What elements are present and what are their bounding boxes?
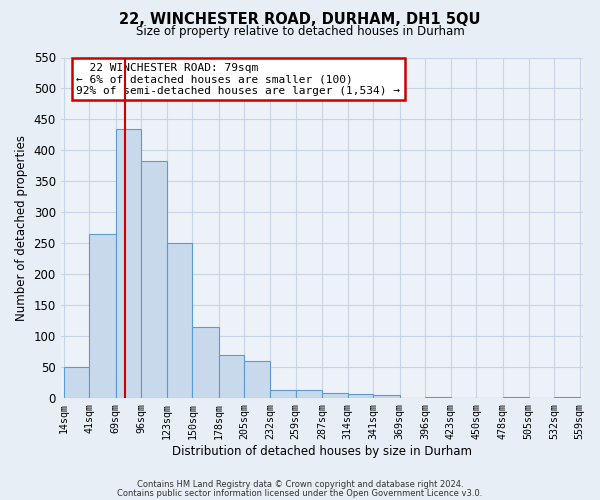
Bar	[219, 354, 244, 398]
Y-axis label: Number of detached properties: Number of detached properties	[15, 135, 28, 321]
Text: 22 WINCHESTER ROAD: 79sqm
← 6% of detached houses are smaller (100)
92% of semi-: 22 WINCHESTER ROAD: 79sqm ← 6% of detach…	[76, 62, 400, 96]
Text: 22, WINCHESTER ROAD, DURHAM, DH1 5QU: 22, WINCHESTER ROAD, DURHAM, DH1 5QU	[119, 12, 481, 28]
Bar	[244, 361, 270, 398]
Bar	[193, 327, 219, 398]
Bar	[270, 390, 296, 398]
Bar	[322, 393, 347, 398]
Bar	[373, 395, 400, 398]
Text: Size of property relative to detached houses in Durham: Size of property relative to detached ho…	[136, 25, 464, 38]
Bar	[347, 394, 373, 398]
Bar	[167, 244, 193, 398]
X-axis label: Distribution of detached houses by size in Durham: Distribution of detached houses by size …	[172, 444, 472, 458]
Bar	[64, 367, 89, 398]
Bar	[89, 234, 116, 398]
Text: Contains public sector information licensed under the Open Government Licence v3: Contains public sector information licen…	[118, 488, 482, 498]
Bar	[425, 397, 451, 398]
Bar	[296, 390, 322, 398]
Bar	[141, 161, 167, 398]
Text: Contains HM Land Registry data © Crown copyright and database right 2024.: Contains HM Land Registry data © Crown c…	[137, 480, 463, 489]
Bar	[116, 128, 141, 398]
